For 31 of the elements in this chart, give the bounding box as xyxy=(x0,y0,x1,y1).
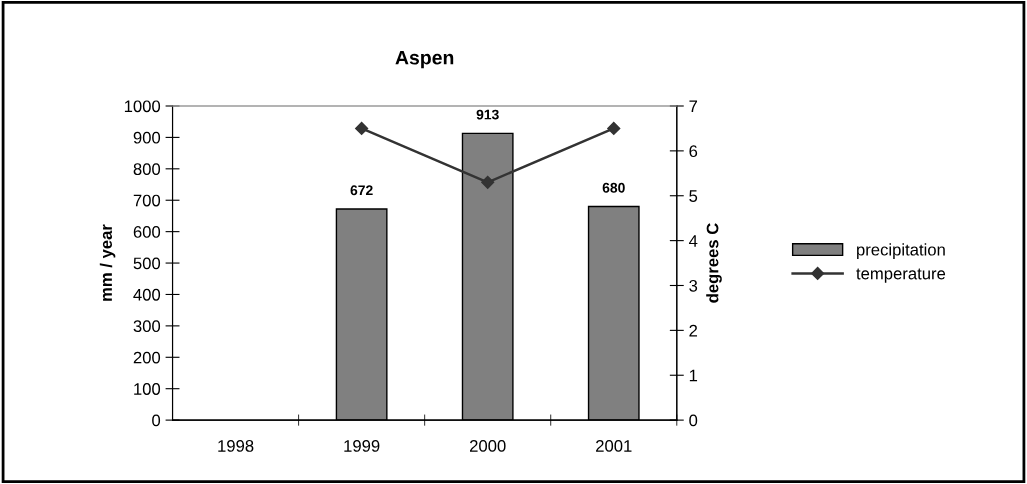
legend-label: precipitation xyxy=(857,243,945,259)
y-tick-label: 1000 xyxy=(124,100,161,113)
y-tick-label: 800 xyxy=(133,163,161,176)
y2-axis-title: degrees C xyxy=(706,223,722,303)
x-tick-label: 2001 xyxy=(596,440,632,452)
chart-title: Aspen xyxy=(395,50,454,69)
data-label: 672 xyxy=(350,185,373,196)
y2-tick-label: 4 xyxy=(688,235,698,247)
x-tick-label: 1998 xyxy=(218,440,254,452)
y-tick-label: 400 xyxy=(133,288,161,301)
y2-tick-label: 5 xyxy=(689,190,698,202)
data-label: 913 xyxy=(476,109,499,120)
y-tick-label: 0 xyxy=(152,414,161,427)
x-tick-label: 1999 xyxy=(344,440,380,452)
y-tick-label: 900 xyxy=(133,131,161,144)
y-axis-title: mm / year xyxy=(99,224,116,301)
y-tick-label: 600 xyxy=(133,226,161,238)
x-tick-label: 2000 xyxy=(470,440,506,452)
y-tick-label: 700 xyxy=(133,194,161,207)
y2-tick-label: 6 xyxy=(689,145,698,158)
y2-tick-label: 7 xyxy=(689,100,698,113)
y2-tick-label: 1 xyxy=(689,369,698,382)
y-tick-label: 200 xyxy=(133,351,161,364)
y2-tick-label: 2 xyxy=(689,324,698,337)
y-tick-label: 500 xyxy=(133,257,161,270)
y2-tick-label: 0 xyxy=(689,414,698,427)
y-tick-label: 100 xyxy=(134,383,161,395)
y2-tick-label: 3 xyxy=(689,279,698,292)
legend-label: temperature xyxy=(856,268,946,283)
y-tick-label: 300 xyxy=(133,320,161,333)
data-label: 680 xyxy=(602,182,625,193)
